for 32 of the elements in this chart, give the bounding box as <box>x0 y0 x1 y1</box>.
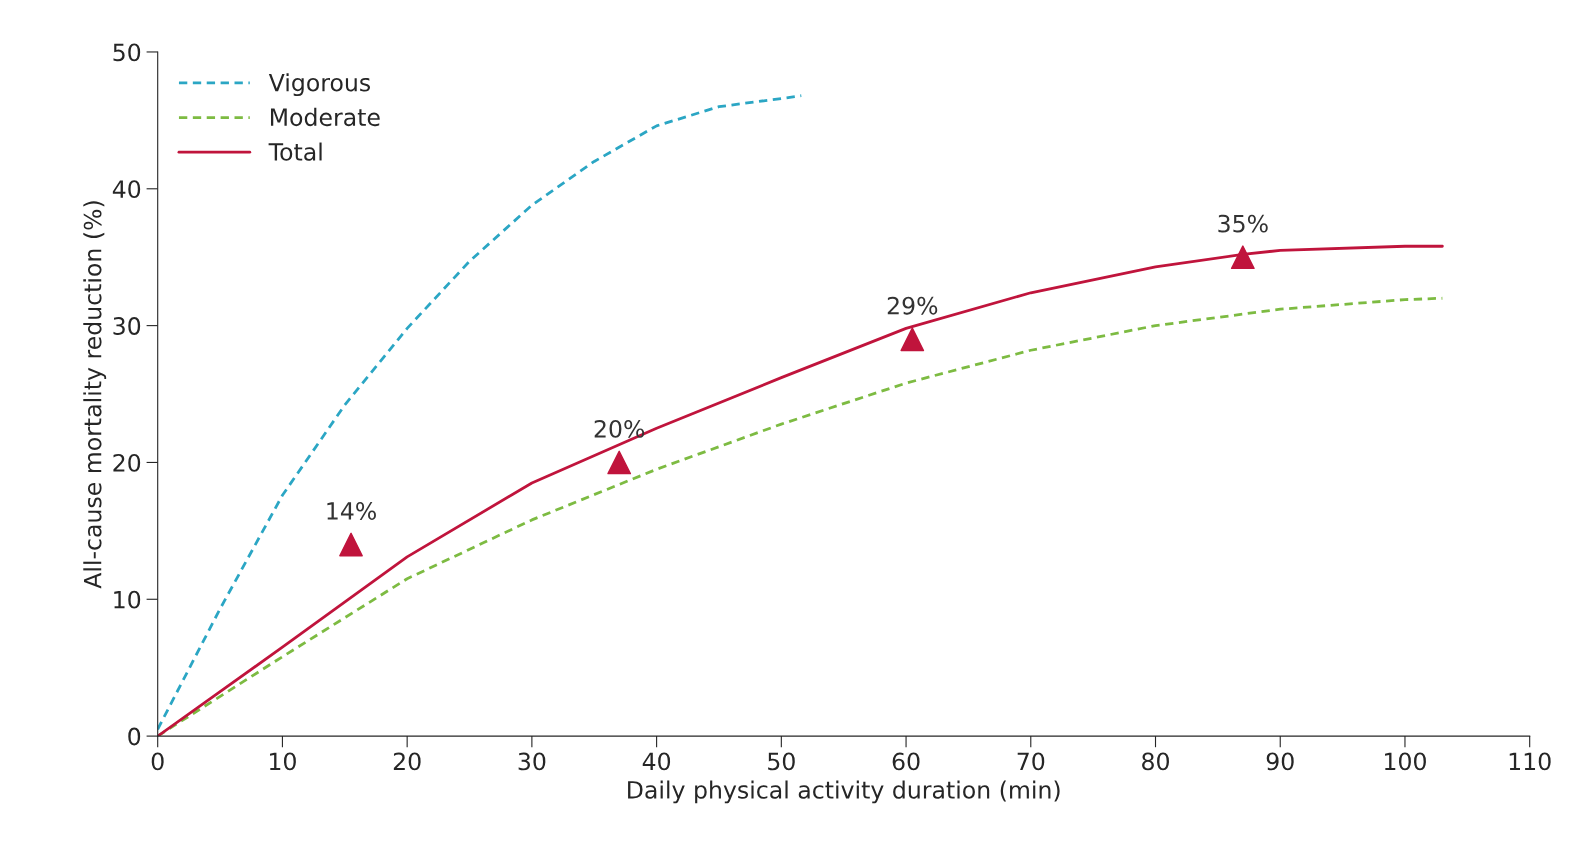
y-tick-label: 50 <box>113 43 141 62</box>
y-tick-label: 20 <box>113 453 141 472</box>
x-tick-label: 0 <box>151 752 164 771</box>
x-tick-label: 20 <box>393 752 421 771</box>
data-label: 20% <box>594 419 645 438</box>
x-tick-label: 50 <box>768 752 795 771</box>
x-tick-label: 10 <box>270 752 296 771</box>
x-tick-label: 70 <box>1017 752 1045 771</box>
data-label: 35% <box>1218 214 1268 233</box>
y-axis-title: All-cause mortality reduction (%) <box>83 201 107 589</box>
line-series <box>157 94 803 731</box>
x-tick-label: 60 <box>892 752 920 771</box>
x-tick-label: 40 <box>642 752 671 771</box>
x-tick-label: 100 <box>1385 752 1426 771</box>
legend-label: Vigorous <box>268 73 371 97</box>
y-tick-label: 10 <box>114 590 141 609</box>
data-label: 14% <box>327 502 376 520</box>
point <box>900 327 925 352</box>
point <box>1230 245 1255 270</box>
y-tick-label: 40 <box>112 180 141 199</box>
data-label: 29% <box>887 296 938 315</box>
x-tick-label: 90 <box>1266 752 1294 771</box>
x-tick-label: 80 <box>1142 752 1169 771</box>
y-tick-label: 0 <box>128 727 141 746</box>
legend-label: Moderate <box>270 107 380 127</box>
point <box>339 532 363 557</box>
point <box>607 450 632 475</box>
y-tick-label: 30 <box>113 317 141 335</box>
x-tick-label: 110 <box>1509 752 1551 771</box>
legend-label: Total <box>268 142 322 161</box>
x-tick-label: 30 <box>518 752 546 771</box>
x-axis-title: Daily physical activity duration (min) <box>628 780 1060 804</box>
